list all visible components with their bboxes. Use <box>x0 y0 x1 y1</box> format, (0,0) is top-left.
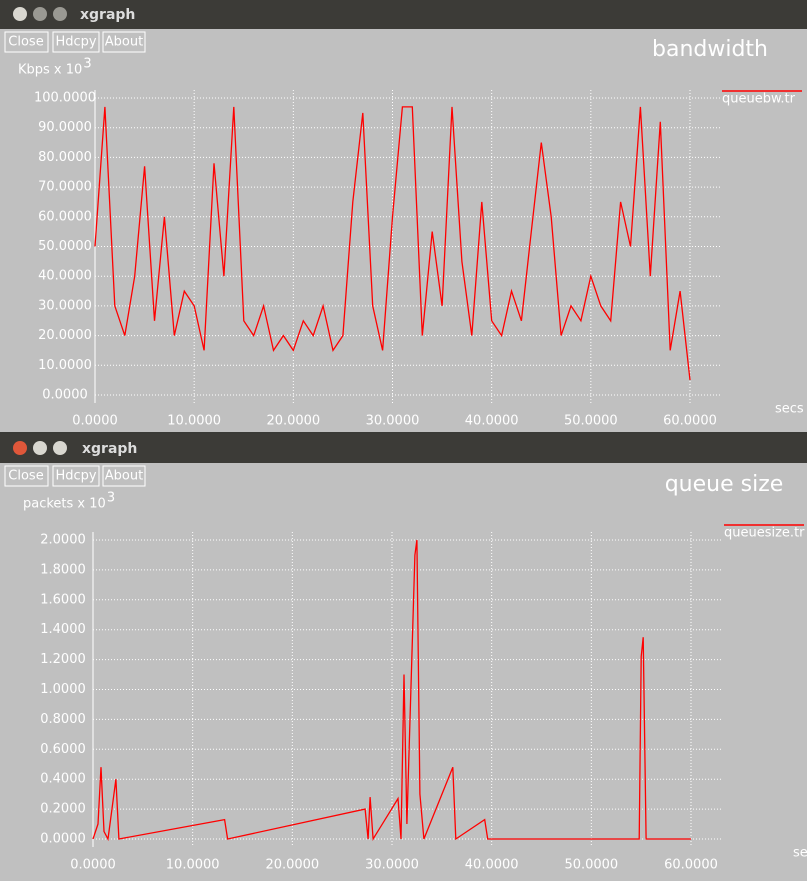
button[interactable] <box>4 465 49 487</box>
y-tick-label: 0.2000 <box>40 802 86 817</box>
chart-title: bandwidth <box>652 37 768 62</box>
y-axis-label: Kbps x 10 <box>18 63 82 78</box>
legend-label: queuesize.tr <box>724 526 805 541</box>
x-tick-label: 0.0000 <box>72 414 118 429</box>
title-bar <box>0 0 807 29</box>
y-tick-label: 1.6000 <box>40 592 86 607</box>
x-tick-label: 50.0000 <box>564 414 618 429</box>
y-tick-label: 0.8000 <box>40 712 86 727</box>
x-tick-label: 50.0000 <box>564 858 618 873</box>
button-label[interactable]: About <box>105 469 143 484</box>
x-tick-label: 60.0000 <box>664 858 718 873</box>
x-tick-label: 10.0000 <box>166 858 220 873</box>
y-tick-label: 1.0000 <box>40 682 86 697</box>
y-tick-label: 1.2000 <box>40 652 86 667</box>
chart: 0.0000 0.2000 0.4000 0.6000 0.8000 1.0000 1.20… <box>23 472 807 873</box>
button-label[interactable]: Hdcpy <box>55 35 96 50</box>
window: xgraph Close Hdcpy About <box>0 0 807 432</box>
y-tick-label: 10.0000 <box>38 358 92 373</box>
x-tick-label: 30.0000 <box>366 414 420 429</box>
legend-label: queuebw.tr <box>722 92 796 107</box>
y-tick-label: 60.0000 <box>38 209 92 224</box>
x-tick-label: 60.0000 <box>663 414 717 429</box>
button[interactable] <box>52 31 100 53</box>
x-tick-label: 20.0000 <box>265 858 319 873</box>
minimize-icon[interactable] <box>33 7 47 21</box>
y-tick-label: 100.0000 <box>34 91 96 106</box>
y-tick-label: 0.6000 <box>40 742 86 757</box>
y-axis-label-exponent: 3 <box>83 57 91 72</box>
data-line <box>94 106 691 381</box>
window-title: xgraph <box>82 441 137 457</box>
x-tick-label: 30.0000 <box>365 858 419 873</box>
y-tick-label: 0.0000 <box>40 832 86 847</box>
x-tick-label: 40.0000 <box>465 858 519 873</box>
window-body <box>0 463 807 881</box>
y-tick-label: 30.0000 <box>38 298 92 313</box>
button-label[interactable]: About <box>105 35 143 50</box>
y-tick-label: 1.4000 <box>40 622 86 637</box>
title-bar <box>0 434 807 463</box>
button[interactable] <box>102 465 146 487</box>
y-tick-label: 80.0000 <box>38 150 92 165</box>
y-tick-label: 70.0000 <box>38 180 92 195</box>
window: xgraph Close Hdcpy About <box>0 434 807 881</box>
button-label[interactable]: Close <box>8 469 43 484</box>
y-tick-label: 0.4000 <box>40 772 86 787</box>
y-tick-label: 40.0000 <box>38 269 92 284</box>
y-tick-label: 1.8000 <box>40 562 86 577</box>
chart: 0.000010.000020.000030.000040.000050.000… <box>18 37 804 429</box>
window-title: xgraph <box>80 7 135 23</box>
chart-title: queue size <box>665 472 784 497</box>
minimize-icon[interactable] <box>33 441 47 455</box>
close-icon[interactable] <box>13 441 27 455</box>
button-label[interactable]: Close <box>8 35 43 50</box>
x-axis-label: secs <box>793 846 807 861</box>
y-tick-label: 2.0000 <box>40 533 86 548</box>
y-axis-label: packets x 10 <box>23 497 106 512</box>
y-tick-label: 0.0000 <box>42 388 88 403</box>
close-icon[interactable] <box>13 7 27 21</box>
x-axis-label: secs <box>775 402 804 417</box>
maximize-icon[interactable] <box>53 441 67 455</box>
x-tick-label: 10.0000 <box>167 414 221 429</box>
x-tick-label: 40.0000 <box>465 414 519 429</box>
y-tick-label: 20.0000 <box>38 328 92 343</box>
x-tick-label: 0.0000 <box>70 858 116 873</box>
y-tick-label: 90.0000 <box>38 120 92 135</box>
maximize-icon[interactable] <box>53 7 67 21</box>
button[interactable] <box>102 31 146 53</box>
button[interactable] <box>4 31 49 53</box>
window-body <box>0 29 807 432</box>
y-tick-label: 50.0000 <box>38 239 92 254</box>
x-tick-label: 20.0000 <box>266 414 320 429</box>
y-axis-label-exponent: 3 <box>107 491 115 506</box>
button[interactable] <box>52 465 100 487</box>
data-line <box>92 539 691 842</box>
button-label[interactable]: Hdcpy <box>55 469 96 484</box>
